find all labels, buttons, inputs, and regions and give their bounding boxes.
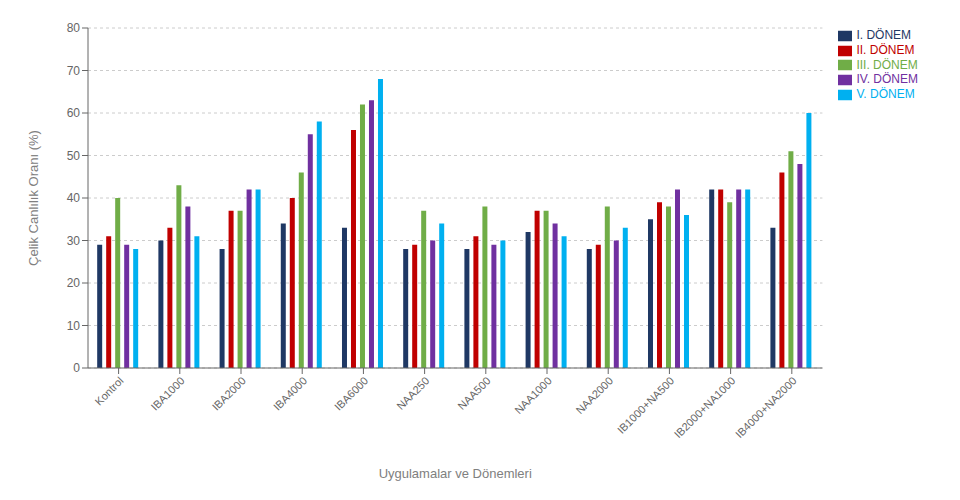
svg-text:NAA500: NAA500: [455, 374, 492, 411]
svg-text:NAA250: NAA250: [394, 374, 431, 411]
html-text:V. DÖNEM: V. DÖNEM: [856, 87, 915, 102]
svg-text:Çelik Canlılık Oranı (%): Çelik Canlılık Oranı (%): [26, 130, 41, 266]
svg-text:IB1000+NA500: IB1000+NA500: [615, 374, 676, 435]
svg-text:10: 10: [67, 319, 81, 333]
svg-text:Kontrol: Kontrol: [92, 374, 125, 407]
html-text:I. DÖNEM: I. DÖNEM: [856, 28, 912, 42]
svg-text:IB2000+NA1000: IB2000+NA1000: [672, 374, 738, 440]
svg-text:0: 0: [73, 361, 80, 375]
svg-text:50: 50: [67, 149, 81, 163]
svg-text:NAA1000: NAA1000: [512, 374, 554, 416]
svg-text:30: 30: [67, 234, 81, 248]
html-text:III. DÖNEM: III. DÖNEM: [856, 57, 918, 72]
html-text:II. DÖNEM: II. DÖNEM: [856, 42, 915, 57]
svg-text:NAA2000: NAA2000: [573, 374, 615, 416]
svg-text:20: 20: [67, 276, 81, 290]
svg-text:70: 70: [67, 64, 81, 78]
svg-text:Uygulamalar ve Dönemleri: Uygulamalar ve Dönemleri: [379, 466, 532, 481]
svg-text:IBA6000: IBA6000: [332, 374, 370, 412]
svg-text:60: 60: [67, 106, 81, 120]
svg-text:IBA4000: IBA4000: [271, 374, 309, 412]
svg-text:IBA2000: IBA2000: [210, 374, 248, 412]
html-text:IV. DÖNEM: IV. DÖNEM: [856, 72, 918, 87]
svg-text:80: 80: [67, 21, 81, 35]
svg-text:IBA1000: IBA1000: [148, 374, 186, 412]
svg-text:IB4000+NA2000: IB4000+NA2000: [733, 374, 799, 440]
svg-text:40: 40: [67, 191, 81, 205]
